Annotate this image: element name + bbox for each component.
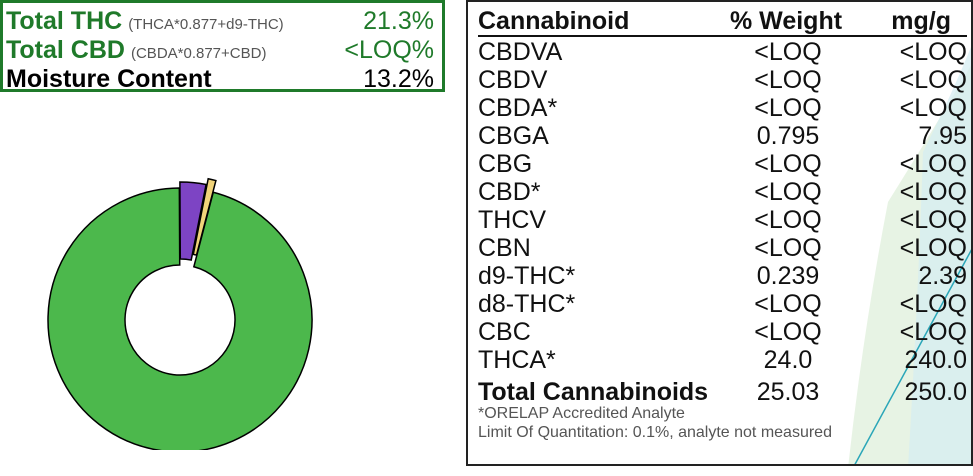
total-thc-row: Total THC (THCA*0.877+d9-THC) 21.3%: [6, 7, 434, 35]
mg-per-g-cell: <LOQ: [899, 178, 967, 206]
cannabinoid-name: CBGA: [478, 122, 549, 150]
cannabinoid-name: CBC: [478, 318, 531, 346]
percent-weight-cell: <LOQ: [754, 66, 822, 94]
donut-slice-thca: [47, 187, 313, 450]
total-cbd-value: <LOQ%: [344, 36, 434, 64]
percent-weight-cell: <LOQ: [754, 234, 822, 262]
total-thc-value: 21.3%: [363, 7, 434, 35]
cannabinoid-name: THCA*: [478, 346, 556, 374]
moisture-value: 13.2%: [363, 65, 434, 93]
cannabinoid-results-table: Cannabinoid % Weight mg/g CBDVA <LOQ <LOQ C…: [466, 0, 973, 466]
total-cannabinoids-label: Total Cannabinoids: [478, 378, 709, 406]
total-cannabinoids-mg: 250.0: [904, 378, 967, 406]
cannabinoid-name: d8-THC*: [478, 290, 576, 318]
percent-weight-cell: 0.239: [756, 262, 820, 290]
table-row: CBDV <LOQ <LOQ: [468, 66, 971, 94]
cannabinoid-name: CBDV: [478, 66, 548, 94]
moisture-label: Moisture Content: [6, 65, 212, 93]
percent-weight-cell: <LOQ: [754, 206, 822, 234]
table-row: CBDVA <LOQ <LOQ: [468, 38, 971, 66]
table-row: CBD* <LOQ <LOQ: [468, 178, 971, 206]
footnote-loq: Limit Of Quantitation: 0.1%, analyte not…: [478, 424, 832, 441]
mg-per-g-cell: <LOQ: [899, 66, 967, 94]
cannabinoid-donut-chart: [47, 177, 313, 450]
header-cannabinoid: Cannabinoid: [478, 7, 630, 35]
table-row: CBG <LOQ <LOQ: [468, 150, 971, 178]
mg-per-g-cell: <LOQ: [899, 318, 967, 346]
header-rule: [478, 35, 967, 37]
total-cbd-label: Total CBD (CBDA*0.877+CBD): [6, 36, 266, 65]
potency-summary-box: Total THC (THCA*0.877+d9-THC) 21.3% Total…: [0, 0, 445, 93]
footnote-accredited: *ORELAP Accredited Analyte: [478, 405, 685, 422]
mg-per-g-cell: 240.0: [904, 346, 967, 374]
watermark-graphic: [848, 46, 971, 464]
table-row: CBC <LOQ <LOQ: [468, 318, 971, 346]
total-cannabinoids-weight: 25.03: [756, 378, 820, 406]
total-cbd-formula: (CBDA*0.877+CBD): [130, 45, 267, 62]
percent-weight-cell: <LOQ: [754, 94, 822, 122]
table-row: CBGA 0.795 7.95: [468, 122, 971, 150]
cannabinoid-name: CBDVA: [478, 38, 563, 66]
mg-per-g-cell: <LOQ: [899, 150, 967, 178]
percent-weight-cell: <LOQ: [754, 150, 822, 178]
mg-per-g-cell: <LOQ: [899, 290, 967, 318]
cannabinoid-name: d9-THC*: [478, 262, 576, 290]
donut-slice-cbga: [179, 181, 207, 261]
table-row: THCA* 24.0 240.0: [468, 346, 971, 374]
total-cbd-row: Total CBD (CBDA*0.877+CBD) <LOQ%: [6, 36, 434, 64]
total-thc-title: Total THC: [6, 7, 123, 35]
percent-weight-cell: <LOQ: [754, 38, 822, 66]
cannabinoid-name: THCV: [478, 206, 547, 234]
donut-slice-d9-thc: [192, 177, 217, 256]
cannabinoid-name: CBD*: [478, 178, 541, 206]
total-cannabinoids-row: Total Cannabinoids 25.03 250.0: [468, 378, 971, 406]
table-row: THCV <LOQ <LOQ: [468, 206, 971, 234]
header-percent-weight: % Weight: [730, 7, 843, 35]
mg-per-g-cell: 7.95: [918, 122, 967, 150]
mg-per-g-cell: 2.39: [918, 262, 967, 290]
mg-per-g-cell: <LOQ: [899, 206, 967, 234]
cannabinoid-name: CBN: [478, 234, 531, 262]
table-row: CBDA* <LOQ <LOQ: [468, 94, 971, 122]
mg-per-g-cell: <LOQ: [899, 94, 967, 122]
cannabinoid-name: CBDA*: [478, 94, 558, 122]
total-thc-label: Total THC (THCA*0.877+d9-THC): [6, 7, 284, 36]
percent-weight-cell: <LOQ: [754, 290, 822, 318]
percent-weight-cell: 0.795: [756, 122, 820, 150]
mg-per-g-cell: <LOQ: [899, 234, 967, 262]
total-cbd-title: Total CBD: [6, 36, 125, 64]
header-mg-per-g: mg/g: [891, 7, 951, 35]
moisture-row: Moisture Content 13.2%: [6, 65, 434, 93]
percent-weight-cell: <LOQ: [754, 178, 822, 206]
total-thc-formula: (THCA*0.877+d9-THC): [128, 16, 284, 33]
percent-weight-cell: <LOQ: [754, 318, 822, 346]
table-row: CBN <LOQ <LOQ: [468, 234, 971, 262]
cannabinoid-name: CBG: [478, 150, 533, 178]
table-row: d9-THC* 0.239 2.39: [468, 262, 971, 290]
percent-weight-cell: 24.0: [763, 346, 813, 374]
mg-per-g-cell: <LOQ: [899, 38, 967, 66]
table-row: d8-THC* <LOQ <LOQ: [468, 290, 971, 318]
